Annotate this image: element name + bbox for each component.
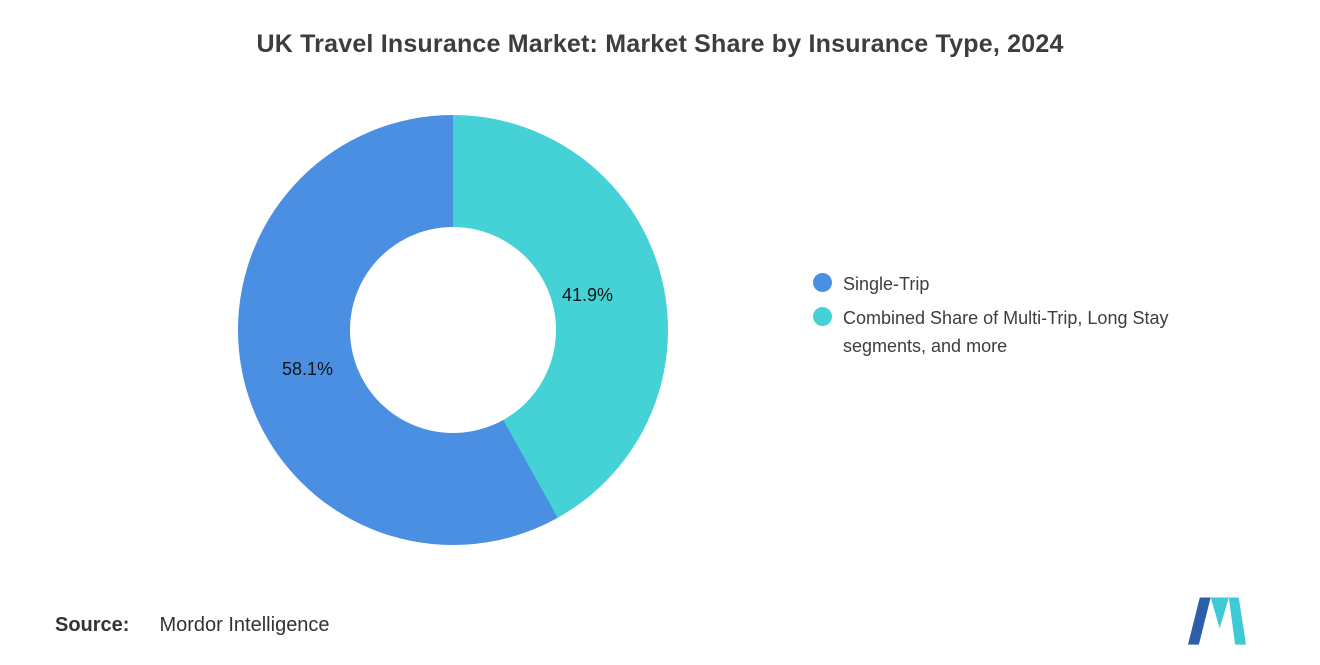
mordor-intelligence-logo <box>1188 597 1246 645</box>
slice-label-combined-share: 41.9% <box>562 285 614 305</box>
donut-chart: 58.1% 41.9% <box>238 115 668 545</box>
legend-label-single-trip: Single-Trip <box>843 274 930 294</box>
legend-swatch-combined-share-icon <box>813 307 832 326</box>
legend: Single-Trip Combined Share of Multi-Trip… <box>813 270 1251 360</box>
source-label: Source: <box>55 614 130 636</box>
source-value: Mordor Intelligence <box>159 614 330 636</box>
mordor-m-icon <box>1188 597 1246 645</box>
legend-item-combined-share[interactable]: Combined Share of Multi-Trip, Long Stay … <box>813 304 1251 360</box>
legend-swatch-single-trip-icon <box>813 273 832 292</box>
legend-label-combined-share: Combined Share of Multi-Trip, Long Stay … <box>843 308 1169 356</box>
donut-hole <box>350 227 556 433</box>
chart-title: UK Travel Insurance Market: Market Share… <box>256 30 1064 58</box>
source-line: Source: Mordor Intelligence <box>55 614 330 637</box>
legend-item-single-trip[interactable]: Single-Trip <box>813 270 1251 298</box>
slice-label-single-trip: 58.1% <box>282 359 334 379</box>
